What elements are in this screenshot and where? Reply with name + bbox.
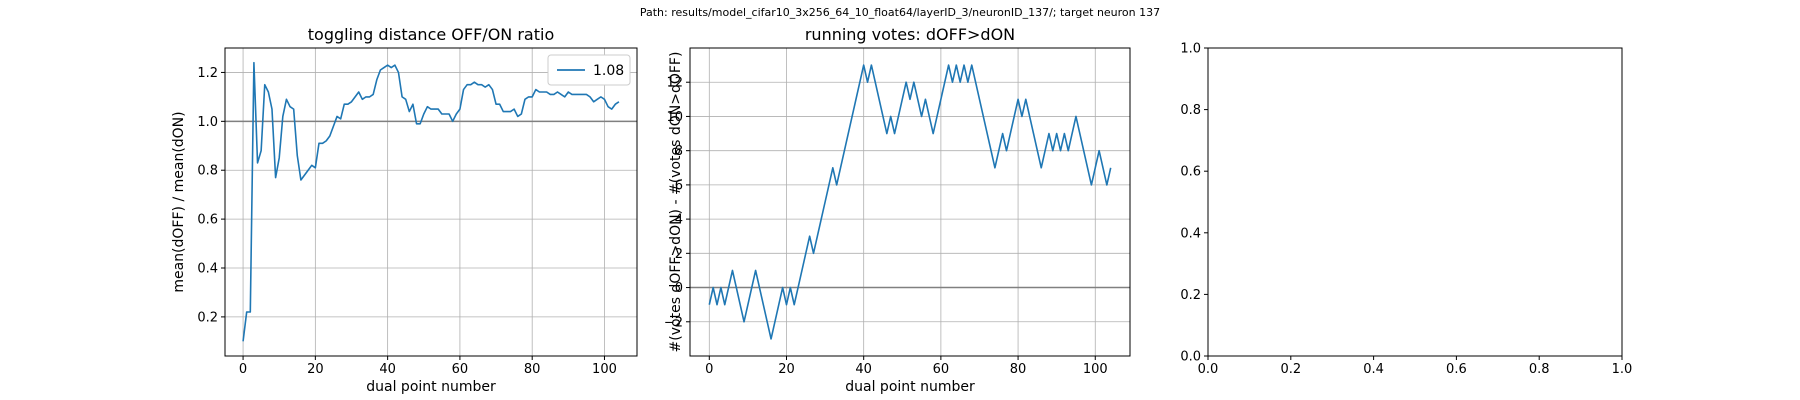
y-tick-label: 4 bbox=[675, 213, 683, 228]
y-tick-label: 1.0 bbox=[1180, 42, 1201, 57]
x-tick-label: 20 bbox=[307, 362, 324, 377]
legend: 1.08 bbox=[547, 54, 631, 86]
y-tick-label: 0.8 bbox=[197, 164, 218, 179]
x-tick-label: 0.8 bbox=[1529, 362, 1550, 377]
legend-label: 1.08 bbox=[593, 63, 624, 79]
axes-frame bbox=[1207, 47, 1623, 357]
y-tick-label: 0.0 bbox=[1180, 350, 1201, 365]
x-axis-label: dual point number bbox=[366, 379, 496, 395]
y-tick-label: 0.8 bbox=[1180, 103, 1201, 118]
x-tick-label: 40 bbox=[379, 362, 396, 377]
x-tick-label: 100 bbox=[1083, 362, 1108, 377]
y-tick-label: 0.2 bbox=[197, 310, 218, 325]
x-axis-label: dual point number bbox=[845, 379, 975, 395]
x-tick-label: 40 bbox=[855, 362, 872, 377]
x-tick-label: 0.0 bbox=[1198, 362, 1219, 377]
x-tick-label: 1.0 bbox=[1612, 362, 1633, 377]
ratio-chart: 0 20 40 60 80 100 0.2 0.4 0.6 0.8 1.0 1.2 toggling d… bbox=[171, 25, 638, 395]
y-tick-label: 2 bbox=[675, 247, 683, 262]
x-tick-label: 100 bbox=[592, 362, 617, 377]
x-tick-label: 80 bbox=[524, 362, 541, 377]
x-tick-label: 60 bbox=[933, 362, 950, 377]
y-tick-label: 0.2 bbox=[1180, 288, 1201, 303]
y-tick-label: 1.0 bbox=[197, 115, 218, 130]
y-tick-label: 0.6 bbox=[197, 213, 218, 228]
x-tick-label: 20 bbox=[778, 362, 795, 377]
x-tick-label: 0 bbox=[239, 362, 247, 377]
y-tick-label: 0.4 bbox=[197, 262, 218, 277]
figure-suptitle: Path: results/model_cifar10_3x256_64_10_… bbox=[640, 6, 1160, 19]
x-tick-label: 0.6 bbox=[1446, 362, 1467, 377]
x-tick-label: 60 bbox=[452, 362, 469, 377]
votes-chart: 0 20 40 60 80 100 −2 0 2 4 6 8 10 12 running votes: dO… bbox=[664, 25, 1131, 395]
chart-title: toggling distance OFF/ON ratio bbox=[308, 25, 554, 44]
series-line bbox=[242, 61, 620, 342]
x-tick-label: 0 bbox=[705, 362, 713, 377]
y-tick-label: 12 bbox=[666, 76, 683, 91]
series-line bbox=[708, 64, 1112, 340]
y-tick-label: 1.2 bbox=[197, 66, 218, 81]
x-tick-label: 0.4 bbox=[1363, 362, 1384, 377]
y-tick-label: 8 bbox=[675, 144, 683, 159]
y-tick-label: 0.4 bbox=[1180, 226, 1201, 241]
y-tick-label: 6 bbox=[675, 178, 683, 193]
axes-frame bbox=[689, 47, 1131, 357]
x-tick-label: 0.2 bbox=[1280, 362, 1301, 377]
x-tick-label: 80 bbox=[1010, 362, 1027, 377]
empty-chart: 0.0 0.2 0.4 0.6 0.8 1.0 0.0 0.2 0.4 0.6 0.8 1.0 bbox=[1180, 42, 1632, 378]
y-axis-label: mean(dOFF) / mean(dON) bbox=[171, 111, 187, 292]
y-tick-label: 0 bbox=[675, 281, 683, 296]
y-axis-label: #(votes dOFF>dON) - #(votes dON>dOFF) bbox=[668, 52, 684, 353]
y-tick-label: 10 bbox=[666, 110, 683, 125]
chart-title: running votes: dOFF>dON bbox=[805, 25, 1015, 44]
y-tick-label: −2 bbox=[664, 315, 683, 330]
axes-frame bbox=[224, 47, 638, 357]
y-tick-label: 0.6 bbox=[1180, 165, 1201, 180]
legend-box bbox=[547, 54, 631, 86]
